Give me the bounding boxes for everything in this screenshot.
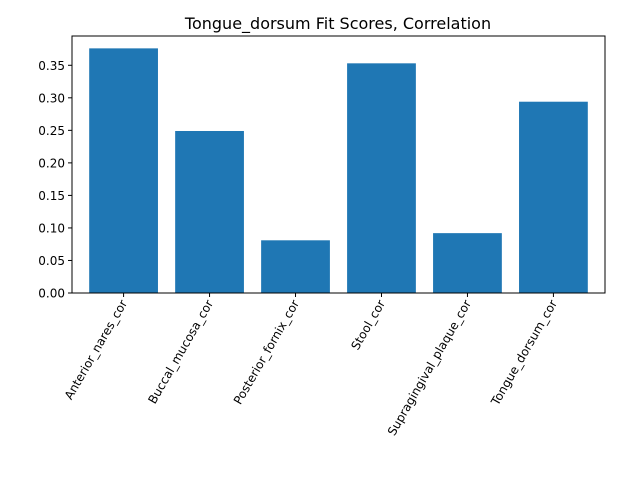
y-tick-label: 0.15: [38, 189, 65, 203]
chart-title: Tongue_dorsum Fit Scores, Correlation: [184, 14, 491, 34]
x-tick-label: Buccal_mucosa_cor: [145, 297, 216, 406]
y-axis: 0.00 0.05 0.10 0.15 0.20 0.25 0.30 0.35: [38, 59, 72, 301]
x-axis: Anterior_nares_cor Buccal_mucosa_cor Poste…: [62, 293, 560, 438]
bar-posterior-fornix-cor: [261, 240, 330, 293]
x-tick-label: Stool_cor: [348, 297, 388, 352]
y-tick-label: 0.35: [38, 59, 65, 73]
y-tick-label: 0.25: [38, 124, 65, 138]
bar-tongue-dorsum-cor: [519, 101, 588, 293]
x-tick-label: Anterior_nares_cor: [62, 297, 130, 402]
x-tick-label: Supragingival_plaque_cor: [385, 297, 474, 438]
y-tick-label: 0.00: [38, 287, 65, 301]
y-tick-label: 0.10: [38, 221, 65, 235]
bar-buccal-mucosa-cor: [175, 130, 244, 293]
y-tick-label: 0.20: [38, 156, 65, 170]
y-tick-label: 0.30: [38, 91, 65, 105]
y-tick-label: 0.05: [38, 254, 65, 268]
plot-frame: [71, 35, 606, 294]
bar-stool-cor: [347, 63, 416, 293]
bar-anterior-nares-cor: [89, 48, 158, 293]
bar-supragingival-plaque-cor: [433, 233, 502, 293]
x-tick-label: Posterior_fornix_cor: [231, 297, 302, 406]
x-tick-label: Tongue_dorsum_cor: [488, 297, 560, 408]
bar-group: [89, 48, 588, 293]
